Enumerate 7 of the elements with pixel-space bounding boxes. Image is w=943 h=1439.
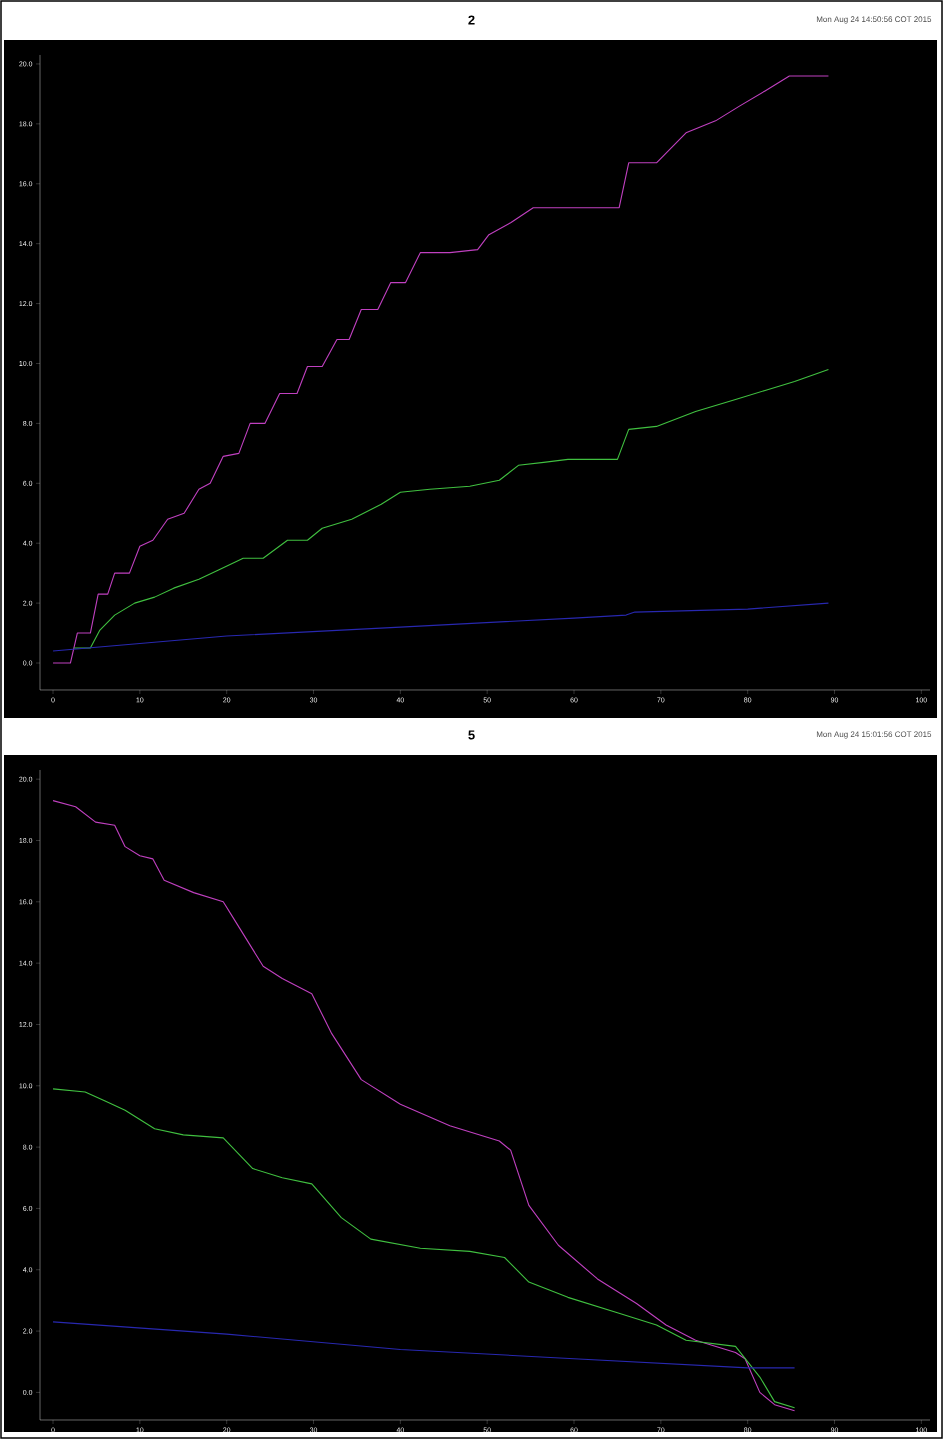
chart-title: 5 [468,730,475,740]
line-series [52,1088,796,1409]
line-series [73,368,829,649]
chart-title: 2 [468,15,475,25]
line-series [52,800,796,1412]
line-series [52,602,829,652]
line-series [52,1321,796,1369]
